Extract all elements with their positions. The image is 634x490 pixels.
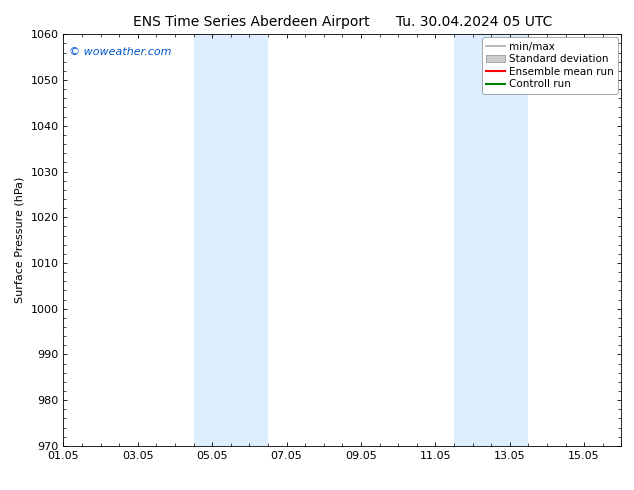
Text: © woweather.com: © woweather.com bbox=[69, 47, 171, 57]
Title: ENS Time Series Aberdeen Airport      Tu. 30.04.2024 05 UTC: ENS Time Series Aberdeen Airport Tu. 30.… bbox=[133, 15, 552, 29]
Legend: min/max, Standard deviation, Ensemble mean run, Controll run: min/max, Standard deviation, Ensemble me… bbox=[482, 37, 618, 94]
Bar bbox=[454, 34, 528, 446]
Y-axis label: Surface Pressure (hPa): Surface Pressure (hPa) bbox=[15, 177, 25, 303]
Bar bbox=[193, 34, 268, 446]
